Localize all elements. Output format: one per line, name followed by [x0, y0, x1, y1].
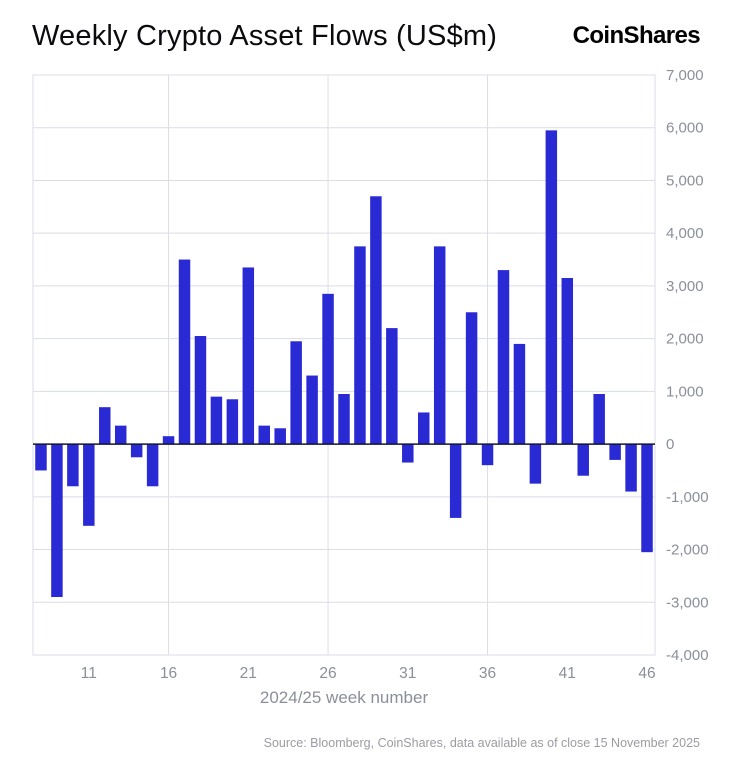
source-note: Source: Bloomberg, CoinShares, data avai…: [263, 736, 700, 750]
plot-border: [32, 74, 656, 656]
bar-week-44: [609, 444, 621, 460]
bar-week-33: [433, 246, 446, 445]
y-tick-label: 6,000: [666, 120, 704, 137]
bar-week-16: [162, 436, 175, 445]
bar-week-29: [370, 196, 382, 445]
bar-week-38: [513, 343, 526, 445]
bar-week-43: [593, 394, 605, 445]
x-axis-title: 2024/25 week number: [259, 688, 429, 707]
bar-week-39: [529, 444, 542, 484]
x-tick-label: 21: [240, 665, 257, 682]
bar-week-42: [577, 444, 589, 476]
page-title: Weekly Crypto Asset Flows (US$m): [32, 20, 498, 52]
y-tick-label: -3,000: [666, 594, 709, 611]
bar-week-8: [35, 444, 47, 471]
bar-week-31: [402, 444, 414, 463]
y-tick-label: 1,000: [666, 383, 704, 400]
y-tick-label: 4,000: [666, 225, 704, 242]
x-tick-label: 46: [638, 665, 655, 682]
bar-week-23: [274, 428, 286, 445]
bar-week-36: [481, 444, 494, 466]
coinshares-logo: CoinShares: [572, 22, 701, 49]
bar-week-45: [625, 444, 637, 492]
bar-week-37: [497, 270, 510, 445]
bar-week-41: [561, 278, 574, 445]
bar-week-30: [386, 328, 398, 445]
x-tick-label: 36: [479, 665, 496, 682]
bar-week-11: [83, 444, 95, 526]
bar-week-9: [51, 444, 63, 597]
bar-week-22: [258, 425, 270, 445]
bar-week-18: [194, 336, 207, 445]
bar-week-21: [242, 267, 255, 445]
bar-week-26: [322, 293, 334, 445]
x-tick-label: 16: [160, 665, 177, 682]
bar-week-19: [210, 396, 223, 445]
x-tick-label: 41: [559, 665, 576, 682]
bar-week-34: [449, 444, 462, 518]
bar-week-27: [338, 394, 350, 445]
bar-week-25: [306, 375, 318, 445]
y-tick-label: -1,000: [666, 489, 709, 506]
y-tick-label: 5,000: [666, 172, 704, 189]
bar-week-13: [114, 425, 127, 445]
x-tick-label: 26: [319, 665, 336, 682]
y-tick-label: -4,000: [666, 647, 709, 664]
x-tick-label: 31: [399, 665, 416, 682]
bar-week-35: [465, 312, 478, 445]
y-tick-label: 3,000: [666, 278, 704, 295]
bar-week-12: [99, 407, 111, 445]
bar-week-24: [290, 341, 302, 445]
bar-week-17: [178, 259, 191, 445]
bar-week-14: [130, 444, 143, 458]
bar-week-15: [146, 444, 159, 487]
bar-week-20: [226, 399, 239, 445]
bar-week-28: [354, 246, 366, 445]
bar-week-32: [418, 412, 430, 445]
y-tick-label: 0: [666, 436, 674, 453]
bar-week-40: [545, 130, 558, 445]
y-tick-label: -2,000: [666, 542, 709, 559]
bar-week-46: [641, 444, 653, 553]
x-tick-label: 11: [81, 665, 97, 682]
y-tick-label: 2,000: [666, 331, 704, 348]
bar-week-10: [67, 444, 79, 487]
y-tick-label: 7,000: [666, 67, 704, 84]
